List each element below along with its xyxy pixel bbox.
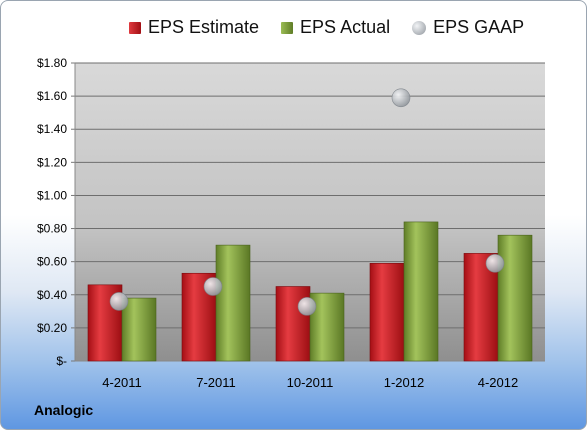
y-tick-label: $0.60	[37, 255, 67, 269]
x-category-label: 7-2011	[196, 375, 236, 390]
legend-label-eps-gaap: EPS GAAP	[433, 17, 525, 37]
y-tick-label: $0.80	[37, 222, 67, 236]
bar-eps-actual	[497, 234, 533, 362]
bar-eps-actual	[121, 297, 157, 362]
legend-label-eps-estimate: EPS Estimate	[148, 17, 260, 37]
y-tick-label: $-	[56, 354, 67, 368]
bar-eps-estimate	[369, 263, 405, 362]
x-category-label: 1-2012	[384, 375, 424, 390]
point-eps-gaap	[391, 88, 411, 108]
point-eps-gaap	[297, 297, 317, 316]
legend-label-eps-actual: EPS Actual	[300, 17, 391, 37]
bar-eps-actual	[403, 221, 439, 362]
y-tick-label: $0.40	[37, 288, 67, 302]
y-tick-label: $1.60	[37, 89, 67, 103]
y-tick-label: $1.20	[37, 155, 67, 169]
x-category-label: 4-2012	[478, 375, 518, 390]
point-eps-gaap	[109, 292, 129, 311]
point-eps-gaap	[203, 277, 223, 296]
y-tick-label: $1.80	[37, 56, 67, 70]
legend-item-eps-estimate: EPS Estimate	[129, 17, 259, 38]
legend-item-eps-actual: EPS Actual	[281, 17, 390, 38]
x-category-label: 4-2011	[102, 375, 142, 390]
legend-item-eps-gaap: EPS GAAP	[412, 17, 524, 38]
point-eps-gaap	[485, 254, 505, 273]
y-tick-label: $1.00	[37, 188, 67, 202]
legend-swatch-eps-actual	[281, 21, 294, 34]
legend-swatch-eps-estimate	[129, 21, 141, 34]
legend-swatch-eps-gaap	[412, 20, 427, 35]
legend: EPS Estimate EPS Actual EPS GAAP	[129, 17, 546, 38]
company-name: Analogic	[34, 402, 94, 418]
x-category-label: 10-2011	[287, 375, 334, 390]
y-tick-label: $0.20	[37, 321, 67, 335]
y-tick-label: $1.40	[37, 122, 67, 136]
bar-eps-actual	[215, 244, 251, 362]
